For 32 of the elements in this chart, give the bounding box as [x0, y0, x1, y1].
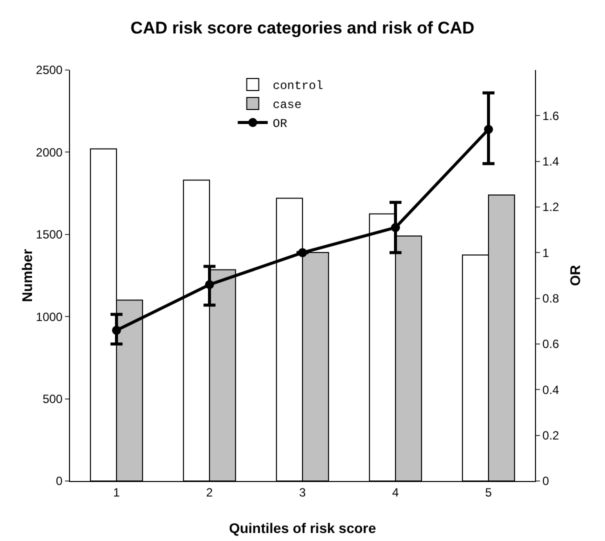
y2-tick-label: 1	[542, 246, 550, 260]
x-axis-title: Quintiles of risk score	[228, 520, 376, 536]
point	[298, 248, 307, 258]
y2-tick-label: 0.4	[542, 382, 560, 397]
y-tick-label: 1000	[36, 310, 63, 324]
point	[484, 124, 493, 134]
point	[112, 326, 121, 335]
legend-label: case	[272, 98, 302, 112]
chart-title: CAD risk score categories and risk of CAD	[130, 18, 474, 38]
y2-tick-label: 0	[542, 474, 550, 488]
y2-tick-label: 0.6	[542, 337, 560, 352]
y2-tick-label: 0.8	[542, 292, 560, 306]
x-tick-label: 1	[113, 485, 120, 500]
x-tick-label: 3	[299, 485, 306, 500]
y2-tick-label: 1.2	[542, 200, 560, 214]
y-tick-label: 500	[42, 392, 63, 406]
x-tick-label: 2	[206, 485, 214, 500]
x-tick-label: 4	[392, 485, 400, 500]
y-tick-label: 1500	[36, 228, 63, 242]
y2-tick-label: 1.4	[542, 154, 560, 169]
x-tick-label: 5	[485, 485, 492, 500]
y2-axis-title: OR	[567, 265, 583, 286]
point	[205, 280, 214, 290]
legend-label: OR	[272, 117, 288, 132]
y-axis-title: Number	[19, 248, 35, 302]
y-tick-label: 2000	[36, 145, 63, 160]
legend-label: control	[272, 79, 324, 94]
y2-tick-label: 1.6	[542, 108, 560, 123]
y2-tick-label: 0.2	[542, 428, 560, 443]
point	[391, 223, 400, 232]
y-tick-label: 0	[56, 474, 63, 488]
y-tick-label: 2500	[36, 63, 63, 78]
